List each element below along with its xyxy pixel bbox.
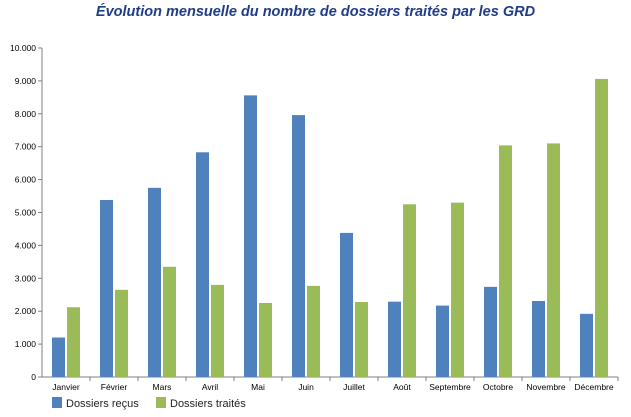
y-tick-label: 3.000: [15, 273, 37, 283]
y-tick-label: 7.000: [15, 142, 37, 152]
y-tick-label: 2.000: [15, 306, 37, 316]
x-tick-label: Novembre: [526, 382, 565, 392]
x-tick-label: Janvier: [52, 382, 80, 392]
bar-dossiers-traites: [451, 202, 464, 377]
bar-dossiers-traites: [163, 266, 176, 377]
legend-swatch: [52, 397, 62, 408]
bar-dossiers-recus: [196, 152, 209, 377]
chart-title: Évolution mensuelle du nombre de dossier…: [95, 4, 536, 20]
y-tick-label: 9.000: [15, 76, 37, 86]
bar-dossiers-recus: [148, 187, 161, 377]
bar-dossiers-traites: [259, 302, 272, 377]
y-tick-label: 8.000: [15, 109, 37, 119]
bar-dossiers-recus: [532, 301, 545, 377]
bar-dossiers-traites: [355, 301, 368, 377]
y-tick-label: 4.000: [15, 240, 37, 250]
bar-dossiers-recus: [100, 199, 113, 377]
legend-label: Dossiers reçus: [66, 398, 139, 410]
x-tick-label: Octobre: [483, 382, 514, 392]
bar-dossiers-traites: [307, 285, 320, 377]
x-tick-label: Juin: [298, 382, 314, 392]
y-tick-label: 5.000: [15, 208, 37, 218]
bar-dossiers-recus: [292, 115, 305, 377]
x-tick-label: Mars: [153, 382, 172, 392]
x-tick-label: Décembre: [574, 382, 613, 392]
x-tick-label: Septembre: [429, 382, 471, 392]
legend-label: Dossiers traités: [170, 398, 246, 410]
y-tick-label: 1.000: [15, 339, 37, 349]
bar-dossiers-recus: [436, 305, 449, 377]
legend-swatch: [156, 397, 166, 408]
x-tick-label: Mai: [251, 382, 265, 392]
y-tick-label: 10.000: [10, 43, 36, 53]
bar-dossiers-recus: [340, 232, 353, 377]
bar-dossiers-traites: [403, 204, 416, 377]
x-tick-label: Avril: [202, 382, 218, 392]
x-tick-label: Août: [393, 382, 411, 392]
bar-dossiers-traites: [595, 78, 608, 378]
bar-dossiers-recus: [244, 95, 257, 377]
bar-dossiers-recus: [580, 313, 593, 377]
bar-dossiers-traites: [115, 289, 128, 377]
y-tick-label: 0: [31, 372, 36, 382]
bar-dossiers-traites: [211, 284, 224, 377]
bar-dossiers-traites: [547, 143, 560, 377]
x-tick-label: Juillet: [343, 382, 365, 392]
bar-dossiers-recus: [484, 286, 497, 377]
bar-dossiers-traites: [499, 145, 512, 377]
bar-dossiers-recus: [52, 337, 65, 377]
bar-dossiers-recus: [388, 301, 401, 377]
x-tick-label: Février: [101, 382, 128, 392]
bar-dossiers-traites: [67, 307, 80, 377]
y-tick-label: 6.000: [15, 175, 37, 185]
